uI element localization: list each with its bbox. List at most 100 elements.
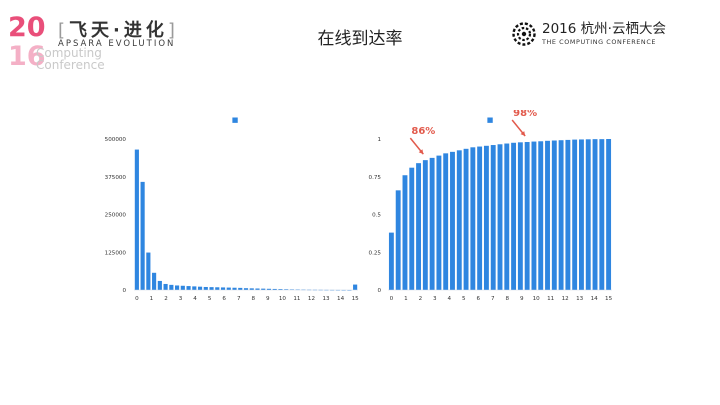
logo-year-bottom: 16 bbox=[8, 41, 46, 72]
bar bbox=[436, 155, 442, 290]
bar bbox=[470, 147, 476, 290]
y-tick-label: 500000 bbox=[105, 137, 127, 143]
bar bbox=[209, 287, 214, 290]
y-tick-label: 0.75 bbox=[369, 175, 382, 181]
conference-name: 2016 杭州·云栖大会 bbox=[542, 21, 666, 37]
bar bbox=[266, 288, 272, 290]
bar bbox=[422, 160, 428, 290]
x-tick-label: 5 bbox=[208, 296, 212, 302]
bar bbox=[395, 190, 401, 290]
bar bbox=[443, 153, 449, 290]
bar bbox=[226, 287, 231, 290]
bar bbox=[220, 287, 226, 290]
bar bbox=[490, 145, 496, 290]
x-tick-label: 10 bbox=[533, 296, 541, 302]
x-tick-label: 12 bbox=[308, 296, 315, 302]
bar bbox=[278, 289, 283, 290]
y-tick-label: 0 bbox=[377, 288, 381, 294]
x-tick-label: 6 bbox=[222, 296, 226, 302]
bar bbox=[255, 288, 260, 290]
bar bbox=[551, 140, 557, 290]
annotation-arrowhead bbox=[520, 131, 526, 137]
bar bbox=[545, 140, 550, 290]
logo-computing-line1: Computing bbox=[36, 46, 102, 60]
x-tick-label: 4 bbox=[448, 296, 452, 302]
x-tick-label: 3 bbox=[179, 296, 183, 302]
x-tick-label: 9 bbox=[266, 296, 270, 302]
cumulative-rate-chart: ■10.750.50.2500 1 2 3 4 5 6 7 8 9 10 11 12 13 14 1586%9… bbox=[369, 110, 613, 302]
y-tick-label: 0 bbox=[122, 288, 126, 294]
bar bbox=[192, 286, 197, 290]
bar bbox=[517, 142, 523, 290]
bar bbox=[388, 232, 394, 290]
annotation-label: 86% bbox=[411, 126, 435, 137]
bar bbox=[163, 283, 168, 290]
x-tick-label: 1 bbox=[150, 296, 154, 302]
logo-computing: Computing Conference bbox=[36, 47, 105, 71]
x-tick-label: 13 bbox=[322, 296, 330, 302]
x-tick-label: 7 bbox=[237, 296, 241, 302]
bar bbox=[353, 284, 358, 290]
bar bbox=[511, 142, 517, 290]
bar bbox=[524, 142, 530, 290]
globe-icon bbox=[512, 22, 536, 46]
bar bbox=[572, 139, 578, 290]
bar bbox=[134, 149, 139, 290]
annotation-label: 98% bbox=[513, 110, 537, 119]
bar bbox=[157, 280, 162, 290]
y-tick-label: 125000 bbox=[105, 250, 127, 256]
x-tick-label: 15 bbox=[352, 296, 360, 302]
bar bbox=[531, 141, 537, 290]
bar bbox=[215, 287, 220, 290]
bar bbox=[504, 143, 510, 290]
bar bbox=[538, 141, 544, 290]
bar bbox=[272, 288, 277, 290]
x-tick-label: 2 bbox=[419, 296, 423, 302]
logo-computing-line2: Conference bbox=[36, 58, 105, 72]
bar bbox=[197, 286, 203, 290]
y-tick-label: 1 bbox=[377, 137, 381, 143]
x-tick-label: 2 bbox=[164, 296, 168, 302]
bar bbox=[249, 288, 254, 290]
x-tick-label: 15 bbox=[605, 296, 613, 302]
x-tick-label: 13 bbox=[576, 296, 584, 302]
logo-year-top: 20 bbox=[8, 12, 46, 43]
bar bbox=[483, 145, 489, 290]
logo-subtitle: APSARA EVOLUTION bbox=[58, 39, 176, 49]
x-tick-label: 3 bbox=[433, 296, 437, 302]
x-tick-label: 11 bbox=[547, 296, 555, 302]
bar bbox=[416, 163, 421, 290]
bar bbox=[180, 285, 185, 290]
y-tick-label: 250000 bbox=[105, 213, 127, 219]
bar bbox=[585, 139, 591, 290]
x-tick-label: 11 bbox=[293, 296, 301, 302]
bar bbox=[599, 139, 605, 290]
bar bbox=[409, 167, 415, 290]
apsara-logo: 20 16 [飞天·进化] APSARA EVOLUTION Computing… bbox=[6, 14, 206, 76]
bar bbox=[463, 148, 469, 290]
y-tick-label: 375000 bbox=[105, 175, 127, 181]
bar bbox=[606, 139, 612, 290]
bar bbox=[140, 181, 145, 290]
legend-marker: ■ bbox=[487, 116, 494, 124]
bar bbox=[429, 157, 435, 291]
x-tick-label: 4 bbox=[193, 296, 197, 302]
y-tick-label: 0.25 bbox=[369, 250, 382, 256]
bar bbox=[169, 284, 174, 290]
bar bbox=[203, 286, 208, 290]
bar bbox=[456, 150, 462, 290]
x-tick-label: 8 bbox=[251, 296, 255, 302]
x-tick-label: 0 bbox=[135, 296, 139, 302]
logo-title-text: 飞天·进化 bbox=[69, 20, 168, 41]
x-tick-label: 12 bbox=[562, 296, 569, 302]
bar bbox=[558, 140, 564, 290]
bar bbox=[592, 139, 598, 290]
x-tick-label: 8 bbox=[505, 296, 509, 302]
legend-marker: ■ bbox=[232, 116, 239, 124]
x-tick-label: 10 bbox=[279, 296, 287, 302]
x-tick-label: 5 bbox=[462, 296, 466, 302]
x-tick-label: 9 bbox=[520, 296, 524, 302]
x-tick-label: 6 bbox=[476, 296, 480, 302]
bar bbox=[579, 139, 584, 290]
